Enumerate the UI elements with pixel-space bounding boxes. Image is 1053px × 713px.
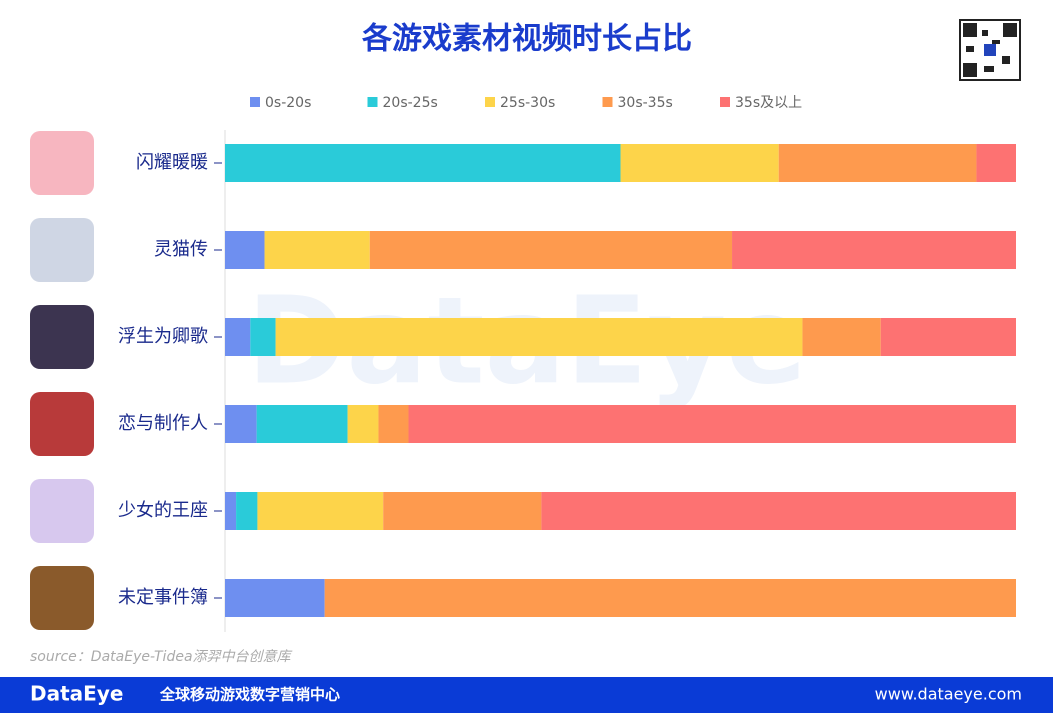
bar-segment [778, 144, 977, 182]
bar-segment [225, 579, 325, 617]
source: source：DataEye-Tidea添羿中台创意库 [30, 649, 293, 665]
game-icon [30, 305, 94, 369]
bar-segment [976, 144, 1016, 182]
bar-segment [225, 318, 251, 356]
footer-url: www.dataeye.com [875, 685, 1022, 704]
qr-code [959, 19, 1021, 81]
game-icon [30, 566, 94, 630]
bar-segment [275, 318, 803, 356]
y-tick-label: 恋与制作人 [118, 412, 208, 434]
bar-segment [880, 318, 1016, 356]
bar-segment [236, 492, 258, 530]
bar-segment [264, 231, 370, 269]
bar-segment [225, 231, 265, 269]
bar-segment [256, 405, 348, 443]
bar-segment [347, 405, 379, 443]
bar-segment [541, 492, 1016, 530]
y-tick-label: 少女的王座 [118, 500, 208, 521]
game-icon [30, 479, 94, 543]
legend-swatch [485, 97, 495, 107]
footer-brand: DataEye [30, 682, 123, 706]
bar-segment [225, 144, 621, 182]
bar-segment [620, 144, 779, 182]
bar-segment [383, 492, 542, 530]
bar-segment [802, 318, 881, 356]
bar-segment [225, 405, 257, 443]
legend-swatch [367, 97, 378, 107]
legend-label: 0s-20s [265, 95, 311, 111]
legend-label: 30s-35s [618, 95, 673, 111]
chart-title: 各游戏素材视频时长占比 [361, 22, 692, 57]
bar-segment [732, 231, 1016, 269]
bar-segment [408, 405, 1017, 443]
y-tick-label: 未定事件簿 [118, 587, 208, 608]
legend-label: 25s-30s [500, 95, 555, 111]
bar-segment [369, 231, 733, 269]
y-tick-label: 灵猫传 [154, 239, 208, 260]
footer-slogan: 全球移动游戏数字营销中心 [159, 686, 340, 704]
legend-swatch [250, 97, 260, 107]
bar-segment [257, 492, 384, 530]
bar-segment [378, 405, 409, 443]
legend-swatch [720, 97, 730, 107]
game-icon [30, 392, 94, 456]
bar-segment [324, 579, 1016, 617]
legend-label: 35s及以上 [735, 95, 802, 111]
footer-bar [0, 677, 1053, 713]
y-tick-label: 闪耀暖暖 [136, 152, 208, 173]
game-icon [30, 131, 94, 195]
bar-segment [225, 492, 237, 530]
legend-swatch [602, 97, 613, 107]
bar-segment [250, 318, 276, 356]
game-icon [30, 218, 94, 282]
legend-label: 20s-25s [383, 95, 438, 111]
y-tick-label: 浮生为卿歌 [118, 326, 208, 347]
